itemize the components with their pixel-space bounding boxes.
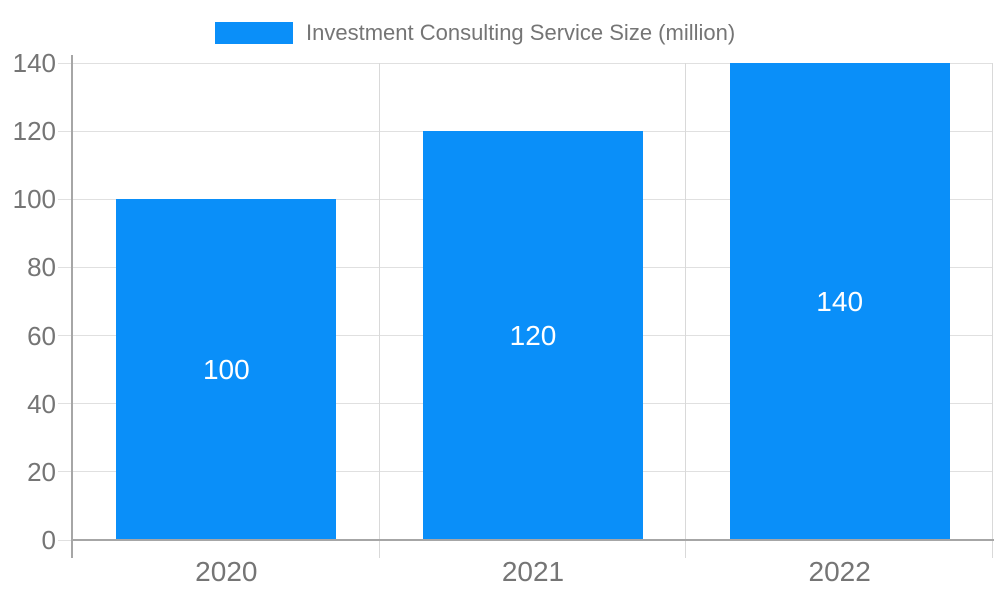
y-axis-label: 120 — [12, 116, 56, 147]
x-axis-label: 2022 — [808, 556, 871, 587]
y-axis-label: 140 — [12, 48, 56, 78]
bar-value-label: 140 — [816, 285, 864, 317]
y-axis-label: 0 — [41, 525, 56, 555]
x-axis-line — [71, 539, 994, 541]
y-axis-label: 40 — [27, 388, 56, 419]
bar-2020[interactable] — [116, 199, 337, 540]
x-axis-label: 2020 — [195, 556, 258, 587]
y-axis-label: 20 — [27, 456, 56, 487]
y-axis-line — [71, 55, 73, 558]
bar-2022[interactable] — [729, 63, 950, 540]
legend-swatch — [215, 22, 293, 44]
category-separator — [685, 63, 687, 558]
legend[interactable]: Investment Consulting Service Size (mill… — [215, 21, 735, 45]
y-axis-label: 80 — [27, 252, 56, 283]
y-axis-label: 100 — [12, 184, 56, 215]
y-axis-label: 60 — [27, 320, 56, 351]
category-separator — [992, 63, 993, 558]
gridline-y-140 — [58, 62, 993, 64]
bar-value-label: 120 — [509, 319, 557, 351]
tick-y-0 — [58, 539, 73, 541]
bar-value-label: 100 — [202, 353, 250, 385]
bar-2021[interactable] — [423, 131, 643, 540]
category-separator — [378, 63, 380, 558]
legend-label: Investment Consulting Service Size (mill… — [306, 20, 736, 45]
x-axis-label: 2021 — [501, 556, 565, 587]
